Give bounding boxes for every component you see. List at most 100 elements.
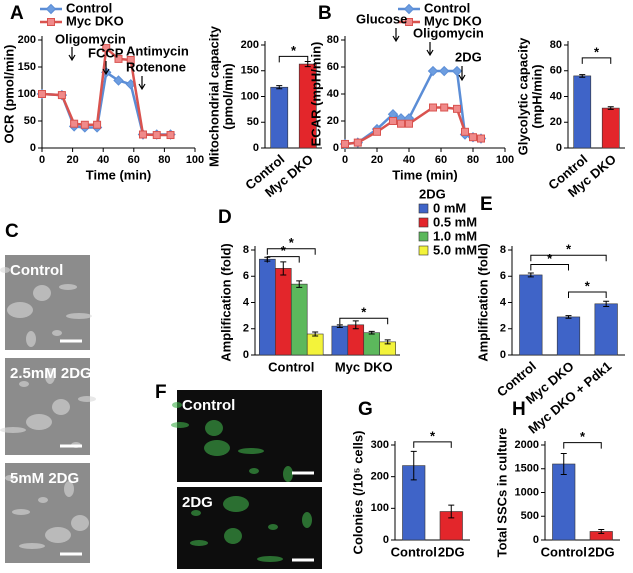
y-axis-label: Mitochondrial capacity: [206, 25, 221, 167]
x-tick-label: Control: [541, 544, 587, 559]
y-tick-label: 0: [383, 534, 389, 546]
error-bar: [603, 300, 610, 307]
x-tick-label: 100: [496, 154, 514, 166]
y-axis-label: Amplification (fold): [475, 243, 490, 361]
error-bar: [565, 315, 572, 319]
significance-label: *: [585, 278, 591, 293]
y-tick-label: 20: [550, 116, 562, 128]
bar: [601, 107, 620, 149]
significance-label: *: [291, 43, 297, 58]
texture: [238, 448, 264, 454]
image-label: 2.5mM 2DG: [10, 365, 92, 382]
y-tick-label: 0: [333, 142, 339, 154]
panel-letter: D: [218, 207, 232, 228]
annotation: Rotenone: [126, 59, 186, 74]
image-label: Control: [10, 262, 63, 279]
annotation-arrow: [138, 76, 146, 91]
image-label: Control: [182, 397, 235, 414]
panel-letter: H: [512, 399, 526, 420]
data-point: [38, 90, 46, 98]
texture: [268, 524, 278, 530]
y-tick-label: 0: [243, 349, 249, 361]
y-tick-label: 40: [327, 88, 339, 100]
bar: [556, 316, 581, 356]
texture: [283, 466, 293, 482]
y-tick-label: 2: [243, 323, 249, 335]
data-point: [438, 65, 450, 77]
texture: [0, 427, 26, 433]
significance-bracket: [568, 291, 607, 298]
significance-bracket: [581, 57, 612, 64]
significance-bracket: [563, 442, 602, 449]
data-point: [166, 131, 175, 140]
y-tick-label: 4: [243, 296, 250, 308]
x-tick-label: 80: [158, 154, 170, 166]
y-tick-label: 100: [18, 88, 36, 100]
y-axis-label: Colonies (/10⁵ cells): [350, 431, 365, 555]
significance-label: *: [361, 305, 367, 320]
y-tick-label: 8: [500, 244, 506, 256]
texture: [45, 527, 71, 543]
data-point: [152, 131, 161, 140]
texture: [257, 556, 283, 562]
texture: [78, 396, 96, 402]
error-bar: [579, 74, 586, 78]
data-point: [451, 65, 463, 77]
error-bar: [280, 261, 287, 276]
y-axis-label: (mpH/min): [529, 64, 544, 128]
significance-label: *: [430, 428, 436, 443]
legend-label: 0 mM: [433, 200, 466, 215]
y-tick-label: 2000: [515, 439, 539, 451]
bar: [519, 274, 543, 356]
bar: [573, 75, 592, 149]
data-point: [453, 104, 461, 113]
legend-swatch: [418, 231, 429, 242]
significance-label: *: [281, 243, 287, 258]
data-point: [126, 55, 135, 64]
legend-label: 0.5 mM: [433, 214, 477, 229]
error-bar: [276, 85, 283, 90]
y-tick-label: 200: [371, 471, 389, 483]
annotation: Antimycin: [126, 43, 189, 58]
bar: [347, 324, 365, 356]
error-bar: [336, 324, 343, 328]
texture: [33, 285, 51, 301]
data-point: [353, 138, 362, 147]
error-bar: [312, 331, 319, 337]
significance-bracket: [413, 441, 452, 448]
y-axis-label: Glycolytic capacity: [515, 37, 530, 156]
annotation: Oligomycin: [55, 31, 126, 46]
x-tick-label: 20: [371, 154, 383, 166]
texture: [26, 414, 52, 430]
legend-marker: [405, 18, 413, 26]
data-point: [373, 127, 381, 136]
bar: [594, 303, 618, 356]
texture: [224, 528, 242, 544]
legend-title: 2DG: [419, 186, 446, 201]
texture: [64, 481, 74, 497]
legend-swatch: [418, 245, 429, 256]
significance-bracket: [339, 317, 389, 325]
bar: [290, 283, 308, 356]
y-tick-label: 6: [500, 270, 506, 282]
panel-letter: E: [480, 194, 493, 215]
panel-letter: B: [318, 3, 332, 24]
bar: [274, 268, 292, 356]
x-tick-label: 2DG: [588, 544, 615, 559]
x-tick-label: 2DG: [438, 544, 465, 559]
legend-swatch: [418, 217, 429, 228]
panel-letter: A: [10, 3, 24, 24]
data-point: [138, 130, 147, 139]
bar: [270, 86, 289, 149]
y-tick-label: 150: [18, 61, 36, 73]
data-point: [429, 103, 437, 112]
data-point: [469, 133, 477, 142]
error-bar: [368, 330, 375, 335]
micrograph: [177, 390, 322, 482]
y-tick-label: 0: [500, 349, 506, 361]
legend-label: Control: [424, 0, 470, 15]
y-tick-label: 200: [18, 34, 36, 46]
error-bar: [607, 106, 614, 110]
